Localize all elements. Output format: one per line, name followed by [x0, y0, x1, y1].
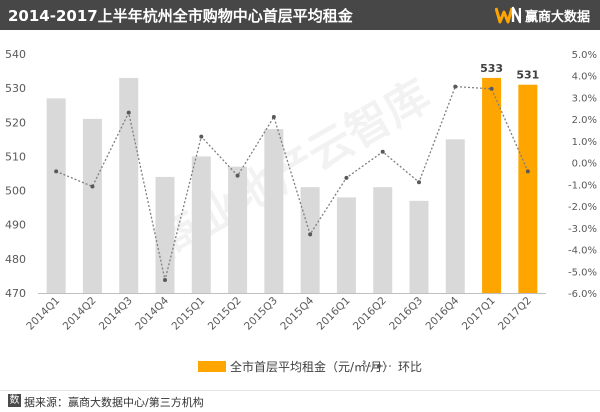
- left-axis-tick-label: 500: [5, 185, 26, 198]
- right-axis-tick-label: -1.0%: [568, 180, 597, 191]
- bar: [46, 98, 66, 293]
- x-tick-label: 2015Q2: [206, 295, 244, 333]
- legend-swatch-bar: [198, 361, 226, 372]
- bar: [336, 197, 356, 293]
- x-tick-label: 2016Q4: [423, 294, 461, 332]
- bar: [82, 118, 102, 293]
- brand-logo-icon: [494, 6, 521, 24]
- line-point: [417, 180, 421, 185]
- left-axis-tick-label: 520: [5, 116, 26, 129]
- x-tick-label: 2016Q2: [351, 295, 389, 333]
- x-tick-label: 2017Q2: [496, 295, 534, 333]
- chart-title: 2014-2017上半年杭州全市购物中心首层平均租金: [8, 7, 353, 25]
- right-axis-tick-label: -5.0%: [568, 267, 597, 278]
- left-axis-tick-label: 470: [5, 287, 26, 300]
- left-axis-tick-label: 480: [5, 253, 26, 266]
- x-tick-label: 2017Q1: [460, 295, 498, 333]
- left-axis-tick-label: 540: [5, 48, 26, 61]
- x-tick-label: 2014Q4: [133, 294, 171, 332]
- bar: [518, 84, 538, 293]
- left-axis-tick-label: 530: [5, 82, 26, 95]
- bar: [119, 77, 139, 294]
- bar: [409, 200, 429, 293]
- right-axis-tick-label: 0.0%: [572, 159, 597, 170]
- footer: 数 据来源：赢商大数据中心/第三方机构: [0, 390, 600, 412]
- x-tick-label: 2015Q3: [242, 295, 280, 333]
- right-axis-tick-label: -4.0%: [568, 246, 597, 257]
- brand: 赢商大数据: [494, 5, 590, 25]
- legend-label-bar: 全市首层平均租金（元/㎡/月）: [230, 359, 394, 374]
- line-point: [54, 169, 59, 174]
- rent-chart: 商业地产云智库 470 480 490 500 510 520 530 540 -6.0% -5.0…: [5, 48, 597, 374]
- bar-data-label: 533: [480, 62, 503, 75]
- line-point: [489, 86, 494, 91]
- x-tick-label: 2014Q1: [24, 295, 62, 333]
- line-point: [380, 149, 385, 154]
- line-point: [90, 184, 95, 189]
- bar: [155, 176, 175, 293]
- line-point: [525, 169, 530, 174]
- right-axis-tick-label: 1.0%: [572, 137, 597, 148]
- source-mark: 数: [8, 394, 21, 407]
- x-tick-label: 2015Q1: [169, 295, 207, 333]
- x-tick-label: 2016Q1: [315, 295, 353, 333]
- legend-swatch-point: [377, 364, 381, 368]
- x-tick-label: 2014Q2: [61, 295, 99, 333]
- line-point: [235, 173, 240, 178]
- watermark-text: 商业地产云智库: [147, 70, 439, 268]
- bar-data-label: 531: [516, 69, 539, 82]
- left-axis-tick-label: 510: [5, 150, 26, 163]
- bar: [373, 187, 393, 293]
- x-tick-label: 2016Q3: [387, 295, 425, 333]
- line-point: [199, 134, 204, 139]
- header-bar: 2014-2017上半年杭州全市购物中心首层平均租金 赢商大数据: [0, 0, 600, 30]
- legend-label-line: 环比: [398, 360, 422, 374]
- x-tick-label: 2015Q4: [278, 294, 316, 332]
- right-axis-tick-label: 5.0%: [572, 50, 597, 61]
- brand-name: 赢商大数据: [524, 9, 590, 25]
- right-axis-tick-label: -3.0%: [568, 224, 597, 235]
- line-point: [453, 84, 458, 89]
- bar: [482, 77, 502, 294]
- line-point: [344, 175, 349, 180]
- line-point: [126, 110, 131, 115]
- bar: [228, 166, 248, 293]
- bar: [445, 139, 465, 293]
- right-axis-tick-label: -6.0%: [568, 289, 597, 300]
- right-axis-tick-label: 3.0%: [572, 93, 597, 104]
- line-point: [163, 277, 167, 282]
- line-point: [308, 232, 313, 237]
- left-axis-tick-label: 490: [5, 219, 26, 232]
- line-series: [55, 85, 529, 281]
- bar: [300, 187, 320, 293]
- right-axis-tick-label: 4.0%: [572, 72, 597, 83]
- right-axis-tick-label: 2.0%: [572, 115, 597, 126]
- source-text: 据来源：赢商大数据中心/第三方机构: [24, 396, 204, 409]
- bar: [264, 129, 284, 293]
- x-tick-label: 2014Q3: [97, 295, 135, 333]
- bar: [191, 156, 211, 293]
- line-point: [271, 115, 276, 120]
- right-axis-tick-label: -2.0%: [568, 202, 597, 213]
